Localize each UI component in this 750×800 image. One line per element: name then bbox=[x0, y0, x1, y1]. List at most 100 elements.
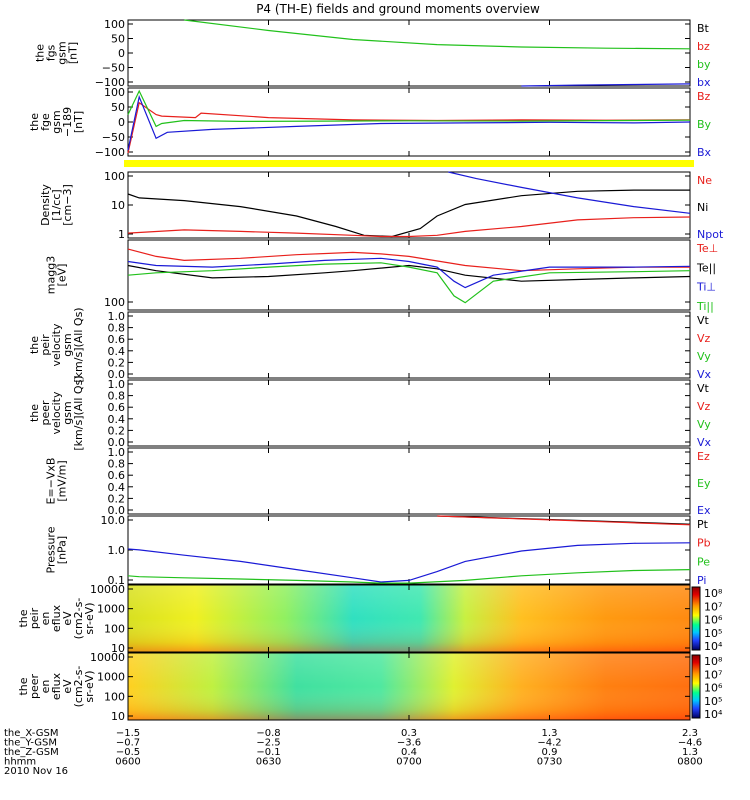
colorbar-tick: 10⁸ bbox=[704, 587, 723, 600]
series-Ni bbox=[127, 189, 690, 238]
y-tick-label: 0.4 bbox=[108, 345, 126, 358]
footer-value: 0.3 bbox=[401, 728, 417, 739]
y-axis-label: the bbox=[17, 609, 30, 627]
colorbar-tick: 10⁵ bbox=[704, 627, 722, 640]
y-tick-label: 10000 bbox=[90, 583, 125, 596]
legend-Pt: Pt bbox=[697, 518, 709, 531]
panel-frame bbox=[127, 311, 691, 379]
colorbar-tick: 10⁴ bbox=[704, 640, 723, 653]
legend-Ex: Ex bbox=[697, 504, 711, 517]
footer-value: 1.3 bbox=[542, 728, 558, 739]
legend-Vy: Vy bbox=[697, 418, 711, 431]
y-axis-label: [nT] bbox=[72, 111, 85, 133]
legend-Te||: Te|| bbox=[696, 261, 716, 274]
footer-value: −1.5 bbox=[116, 728, 140, 739]
footer-value: 1.3 bbox=[682, 747, 698, 758]
legend-Vy: Vy bbox=[697, 350, 711, 363]
footer-value: 0630 bbox=[256, 757, 281, 768]
y-tick-label: 0.0 bbox=[108, 368, 126, 381]
y-tick-label: 100 bbox=[104, 690, 125, 703]
footer-value: −0.1 bbox=[256, 747, 280, 758]
legend-Ne: Ne bbox=[697, 174, 712, 187]
y-axis-label: gsm bbox=[61, 333, 74, 356]
series-Pb bbox=[437, 515, 691, 526]
footer-label: the_X-GSM bbox=[4, 728, 58, 739]
y-tick-label: 0.6 bbox=[108, 333, 126, 346]
y-axis-label: [1/cc] bbox=[50, 189, 63, 220]
y-axis-label: [cm−3] bbox=[61, 184, 74, 226]
legend-Vt: Vt bbox=[697, 382, 710, 395]
y-tick-label: 1 bbox=[118, 228, 125, 241]
y-tick-label: 0.8 bbox=[108, 322, 126, 335]
y-tick-label: 0.6 bbox=[108, 401, 126, 414]
y-axis-label: eflux bbox=[50, 604, 63, 632]
y-axis-label: the bbox=[34, 44, 47, 62]
y-tick-label: 0.2 bbox=[108, 492, 126, 505]
y-tick-label: 10 bbox=[111, 199, 125, 212]
y-axis-label: velocity bbox=[50, 323, 63, 366]
y-axis-label: the bbox=[28, 404, 41, 422]
panel-frame bbox=[127, 515, 691, 585]
y-tick-label: 10000 bbox=[90, 651, 125, 664]
panel-frame bbox=[127, 19, 691, 87]
panel-peir_vel: 1.00.80.60.40.20.0 thepeirvelocitygsm[km/… bbox=[28, 307, 712, 382]
y-tick-label: 100 bbox=[104, 296, 125, 309]
y-axis-label: gsm bbox=[61, 401, 74, 424]
panel-density: 100 10 1 Density[1/cc][cm−3] Ne Ni Npot bbox=[39, 170, 724, 241]
y-axis-label: −189 bbox=[61, 107, 74, 137]
legend-Vz: Vz bbox=[697, 400, 711, 413]
footer-value: −3.6 bbox=[397, 738, 421, 749]
legend-Ti⊥: Ti⊥ bbox=[696, 281, 716, 294]
panel-temp: 100 magg3[eV] Te⊥ Te|| Ti⊥ Ti|| bbox=[45, 239, 718, 313]
y-axis-label: [nPa] bbox=[56, 536, 69, 564]
y-tick-label: −50 bbox=[102, 62, 125, 75]
footer-label: hhmm bbox=[4, 757, 36, 768]
series-Bx bbox=[127, 94, 691, 151]
panel-frame bbox=[127, 171, 691, 239]
y-tick-label: 0.8 bbox=[108, 458, 126, 471]
legend-bx: bx bbox=[697, 76, 711, 89]
legend-Bt: Bt bbox=[697, 22, 710, 35]
y-axis-label: the bbox=[17, 677, 30, 695]
series-Bz bbox=[127, 101, 691, 154]
footer-value: 0700 bbox=[396, 757, 421, 768]
series-Ti⊥ bbox=[127, 257, 691, 289]
series-Pe bbox=[127, 569, 691, 584]
y-axis-label: Density bbox=[39, 184, 52, 226]
y-tick-label: 0.8 bbox=[108, 390, 126, 403]
y-tick-label: 0.1 bbox=[108, 574, 126, 587]
y-tick-label: 1.0 bbox=[108, 378, 126, 391]
footer-value: −0.7 bbox=[116, 738, 140, 749]
footer-value: 0.4 bbox=[401, 747, 417, 758]
y-tick-label: 50 bbox=[111, 101, 125, 114]
y-tick-label: 0 bbox=[118, 47, 125, 60]
panel-frame bbox=[127, 379, 691, 447]
footer-value: 0730 bbox=[537, 757, 562, 768]
panel-frame bbox=[127, 447, 691, 515]
panel-peer_vel: 1.00.80.60.40.20.0 thepeervelocitygsm[km/… bbox=[28, 375, 712, 450]
y-axis-label: eV bbox=[61, 611, 74, 626]
y-axis-label: velocity bbox=[50, 391, 63, 434]
colorbar-tick: 10⁸ bbox=[704, 655, 723, 668]
y-axis-label: peir bbox=[39, 334, 52, 356]
series-by bbox=[184, 19, 691, 50]
y-axis-label: magg3 bbox=[45, 256, 58, 294]
colorbar-tick: 10⁵ bbox=[704, 695, 722, 708]
panel-efield: 1.00.80.60.40.20.0 E=−VxB[mV/m] Ez Ey Ex bbox=[45, 446, 711, 517]
colorbar-tick: 10⁶ bbox=[704, 682, 723, 695]
series-By bbox=[127, 89, 691, 128]
colorbar-tick: 10⁷ bbox=[704, 668, 722, 681]
y-tick-label: 0.4 bbox=[108, 413, 126, 426]
spectrogram-shading bbox=[128, 653, 690, 720]
y-axis-label: [km/s](All Qs) bbox=[72, 375, 85, 450]
y-tick-label: 10 bbox=[111, 642, 125, 655]
y-axis-label: eV bbox=[61, 679, 74, 694]
footer-label: the_Y-GSM bbox=[4, 738, 57, 749]
legend-bz: bz bbox=[697, 40, 710, 53]
y-tick-label: −100 bbox=[95, 146, 125, 159]
legend-Bz: Bz bbox=[697, 90, 711, 103]
y-axis-label: the bbox=[28, 113, 41, 131]
y-axis-label: en bbox=[39, 680, 52, 694]
